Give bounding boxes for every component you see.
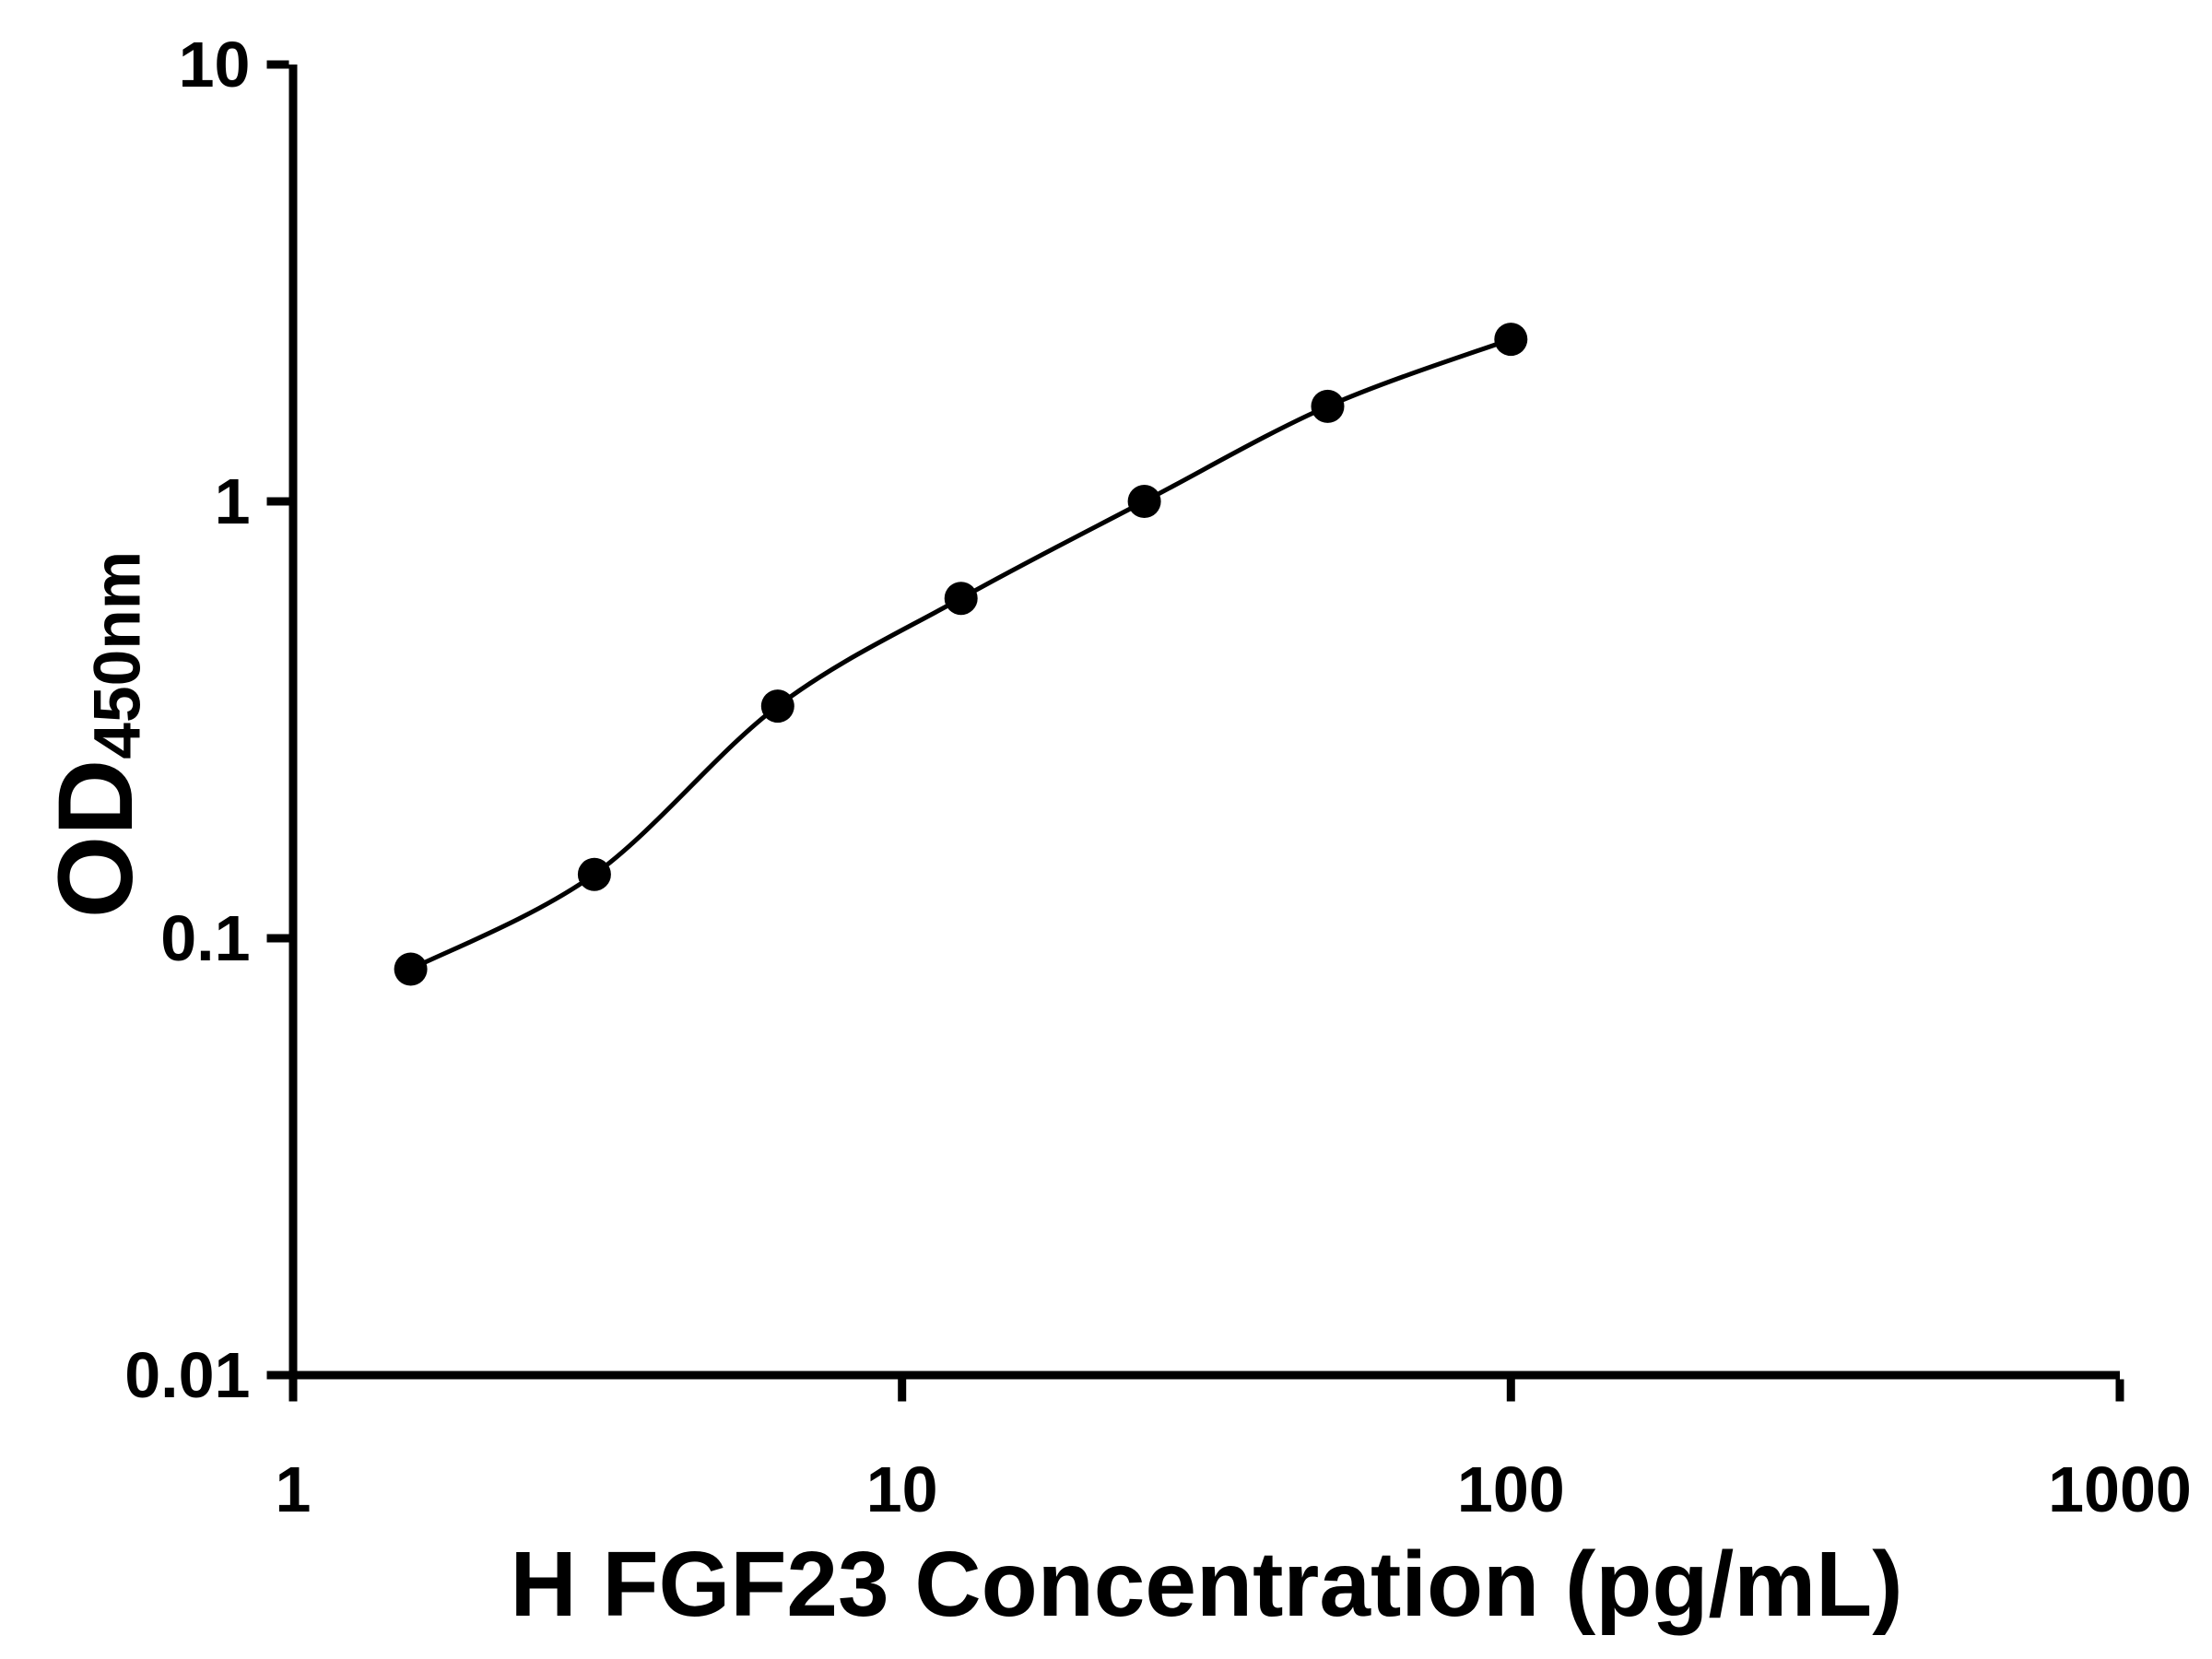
x-axis-title: H FGF23 Concentration (pg/mL) bbox=[510, 1533, 1903, 1636]
data-point bbox=[577, 857, 611, 891]
data-point bbox=[1494, 323, 1528, 357]
data-point bbox=[944, 582, 978, 616]
y-axis-title-subscript: 450nm bbox=[80, 550, 155, 759]
y-axis-tick-label: 10 bbox=[179, 29, 251, 100]
x-axis-tick-label: 1 bbox=[276, 1453, 312, 1525]
y-axis-tick-label: 1 bbox=[215, 465, 251, 537]
y-axis-tick-label: 0.01 bbox=[124, 1339, 250, 1411]
y-axis-title-main: OD bbox=[37, 759, 155, 919]
data-point bbox=[1311, 389, 1345, 423]
x-axis-tick-label: 10 bbox=[866, 1453, 938, 1525]
data-point bbox=[394, 952, 428, 986]
x-axis-tick-label: 100 bbox=[1457, 1453, 1565, 1525]
x-axis-tick-label: 1000 bbox=[2048, 1453, 2192, 1525]
fit-curve bbox=[409, 336, 1512, 971]
data-point bbox=[760, 689, 794, 724]
data-point bbox=[1127, 485, 1161, 518]
y-axis-tick-label: 0.1 bbox=[160, 902, 250, 974]
y-axis-title: OD450nm bbox=[35, 551, 157, 918]
axis-lines bbox=[288, 65, 2120, 1380]
